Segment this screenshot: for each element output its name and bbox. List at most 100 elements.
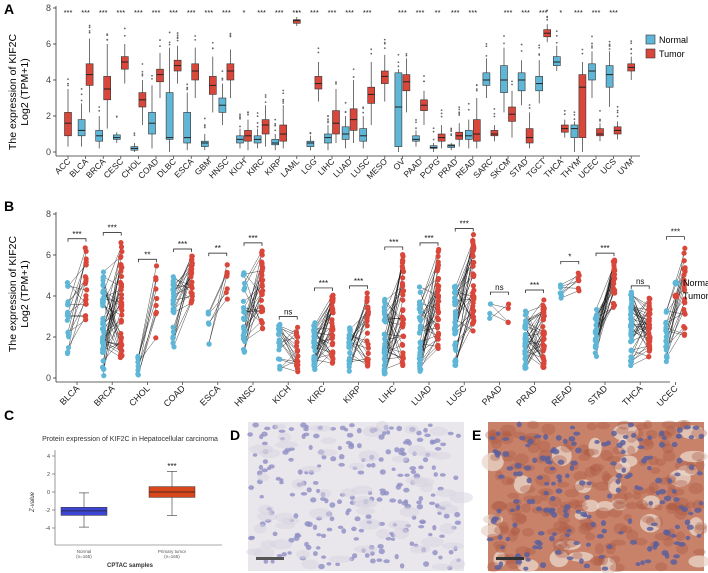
pair-line xyxy=(138,265,157,358)
nucleus xyxy=(498,561,504,568)
tumor-point xyxy=(682,296,688,302)
tumor-point xyxy=(118,337,124,343)
normal-outlier xyxy=(274,124,277,127)
tumor-outlier xyxy=(458,114,461,116)
tumor-point xyxy=(153,335,159,341)
tumor-outlier xyxy=(630,52,633,55)
stained-cytoplasm xyxy=(490,501,507,511)
tumor-point xyxy=(435,344,441,350)
tumor-point xyxy=(400,275,406,281)
nucleus xyxy=(424,433,431,438)
stained-cytoplasm xyxy=(606,456,622,463)
stained-cytoplasm xyxy=(589,464,602,476)
pair-line xyxy=(419,278,439,293)
x-tick-label: KIRC xyxy=(306,383,329,406)
y-tick-label: 6 xyxy=(46,39,51,49)
tumor-point xyxy=(400,355,406,361)
x-tick-label: LUSC xyxy=(445,383,469,407)
tumor-point xyxy=(118,292,125,298)
significance-bracket xyxy=(560,260,580,265)
tumor-point xyxy=(188,290,194,296)
tumor-outlier xyxy=(88,24,91,27)
pair-line xyxy=(67,281,87,337)
cytoplasm xyxy=(348,462,365,470)
nucleus xyxy=(248,536,255,541)
tumor-outlier xyxy=(528,104,531,106)
x-tick-label: LUAD xyxy=(409,383,433,407)
tumor-outlier xyxy=(599,118,601,121)
nucleus xyxy=(315,546,321,550)
tumor-point xyxy=(541,343,547,349)
normal-point xyxy=(628,339,634,345)
stained-cytoplasm xyxy=(584,466,597,478)
tumor-point xyxy=(329,305,335,311)
nucleus xyxy=(403,499,409,504)
tumor-point xyxy=(119,352,125,359)
tumor-outlier xyxy=(123,27,126,30)
normal-outlier xyxy=(80,99,83,102)
normal-outlier xyxy=(327,120,329,123)
tumor-point xyxy=(294,343,300,349)
normal-outlier xyxy=(98,109,101,112)
tumor-point xyxy=(541,336,547,342)
nucleus xyxy=(640,560,645,566)
nucleus xyxy=(637,445,645,450)
normal-point xyxy=(487,301,494,307)
tumor-point xyxy=(259,326,266,332)
stained-cytoplasm xyxy=(515,514,527,524)
normal-point xyxy=(453,359,459,365)
tumor-point xyxy=(647,307,653,313)
nucleus xyxy=(448,549,454,555)
tumor-point xyxy=(470,271,476,277)
tumor-point xyxy=(329,327,335,333)
normal-outlier xyxy=(608,48,611,50)
stained-cytoplasm xyxy=(520,503,531,513)
normal-point xyxy=(170,287,176,293)
nucleus xyxy=(596,534,605,539)
panel-a-y-ticks: 0 2 4 6 8 xyxy=(46,3,56,157)
tumor-box xyxy=(191,63,199,81)
stained-cytoplasm xyxy=(613,492,628,505)
nucleus xyxy=(524,552,530,558)
tumor-point xyxy=(118,303,125,310)
nucleus xyxy=(378,457,384,462)
normal-point xyxy=(206,341,212,347)
nucleus xyxy=(339,425,346,431)
pair-line xyxy=(384,294,403,321)
cancer-group-brca: ***BRCA xyxy=(84,8,111,180)
tumor-point xyxy=(611,265,617,271)
nucleus xyxy=(686,524,694,530)
tumor-outlier xyxy=(630,40,633,43)
pair-line xyxy=(208,292,227,315)
stained-cytoplasm xyxy=(636,422,648,431)
tumor-outlier xyxy=(141,63,144,65)
normal-point xyxy=(451,295,458,301)
normal-box xyxy=(464,130,473,140)
tumor-point xyxy=(365,312,371,318)
cytoplasm xyxy=(407,445,426,456)
tumor-outlier xyxy=(440,112,443,115)
y-tick: 6 xyxy=(46,250,56,260)
nucleus xyxy=(658,430,665,437)
pair-line xyxy=(349,292,368,360)
significance-label: *** xyxy=(363,8,372,17)
nucleus xyxy=(525,557,531,562)
normal-outlier xyxy=(608,40,611,43)
panel-c-group2-name: Primary tumor xyxy=(158,549,187,554)
normal-point xyxy=(594,333,600,339)
tumor-point xyxy=(682,265,688,271)
stained-cytoplasm xyxy=(675,542,689,555)
panel-c-group1-n: (n=165) xyxy=(76,554,92,559)
nucleus xyxy=(585,542,591,547)
normal-point xyxy=(558,295,564,301)
pair-line xyxy=(384,310,404,356)
sinusoid-space xyxy=(688,555,708,568)
tumor-box xyxy=(596,128,604,137)
normal-box xyxy=(183,112,191,144)
y-tick: 2 xyxy=(47,472,55,478)
normal-point xyxy=(382,300,388,306)
normal-point xyxy=(135,354,141,360)
tumor-point xyxy=(645,324,652,330)
tumor-point xyxy=(470,313,476,320)
nucleus xyxy=(675,433,683,439)
